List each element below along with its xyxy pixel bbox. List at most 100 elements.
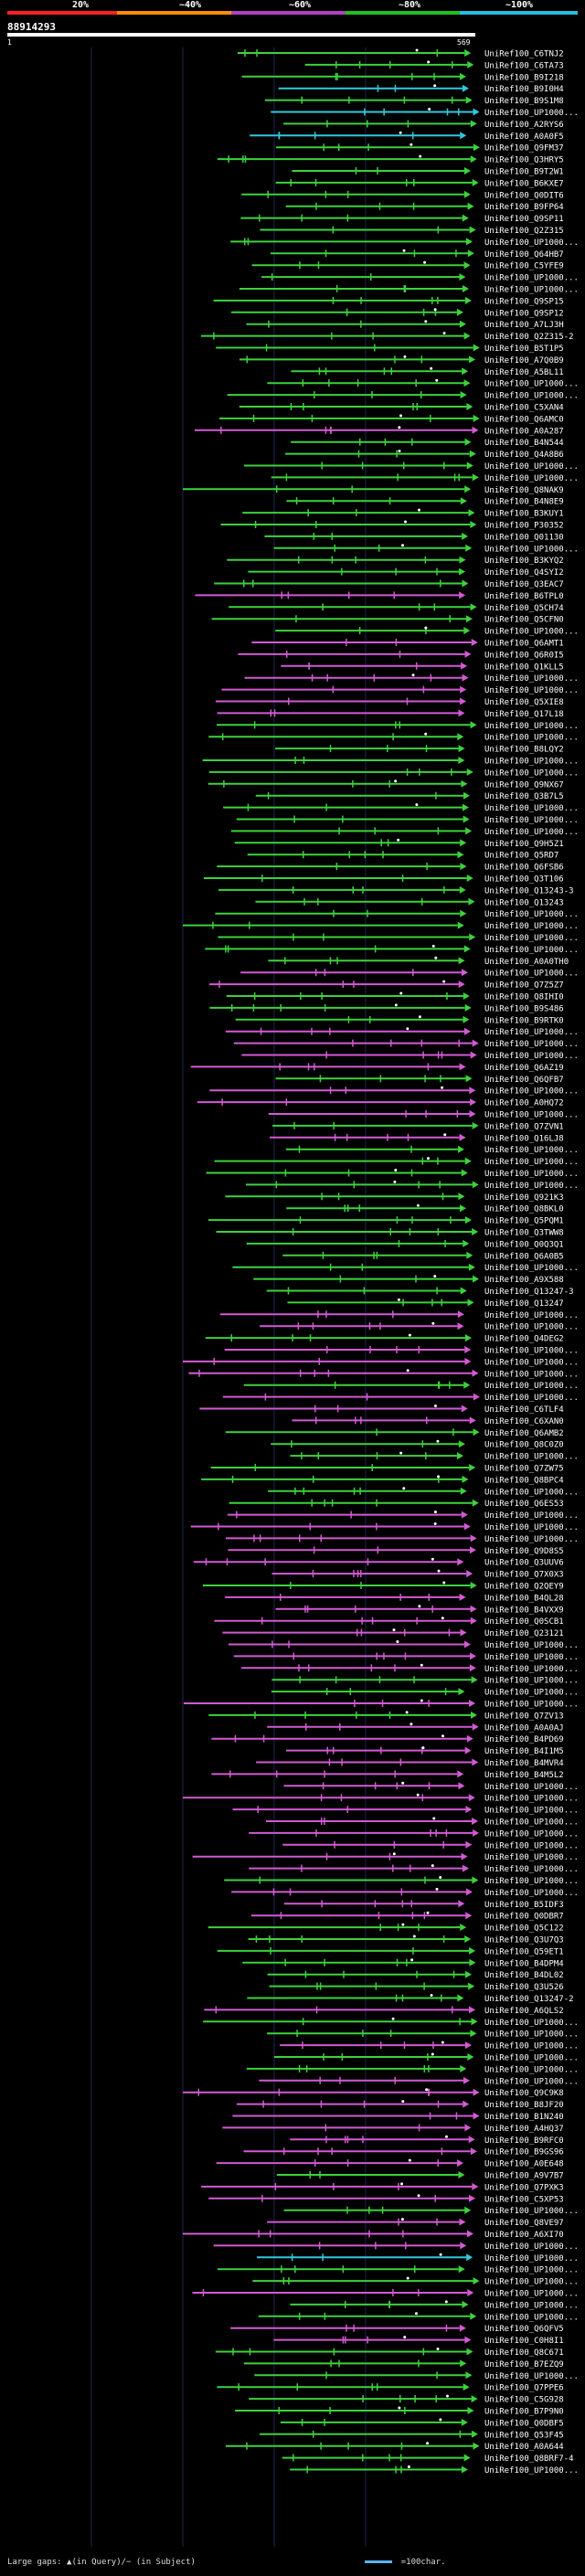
hit-label[interactable]: UniRef100_Q7PPE6 bbox=[484, 2384, 564, 2393]
hit-label[interactable]: UniRef100_UP1000... bbox=[484, 1394, 579, 1403]
hit-label[interactable]: UniRef100_UP1000... bbox=[484, 686, 579, 695]
hit-label[interactable]: UniRef100_UP1000... bbox=[484, 674, 579, 684]
hit-label[interactable]: UniRef100_B7EZQ9 bbox=[484, 2360, 564, 2369]
hit-label[interactable]: UniRef100_Q9SP12 bbox=[484, 309, 564, 318]
hit-label[interactable]: UniRef100_UP1000... bbox=[484, 1382, 579, 1391]
hit-label[interactable]: UniRef100_UP1000... bbox=[484, 2019, 579, 2028]
hit-label[interactable]: UniRef100_UP1000... bbox=[484, 1040, 579, 1049]
hit-label[interactable]: UniRef100_B9GS96 bbox=[484, 2148, 564, 2157]
hit-label[interactable]: UniRef100_B4N8E9 bbox=[484, 498, 564, 507]
hit-label[interactable]: UniRef100_B9S486 bbox=[484, 1004, 564, 1013]
hit-label[interactable]: UniRef100_B4QL28 bbox=[484, 1594, 564, 1603]
hit-label[interactable]: UniRef100_B9I218 bbox=[484, 73, 564, 82]
hit-label[interactable]: UniRef100_Q6ES53 bbox=[484, 1500, 564, 1509]
hit-label[interactable]: UniRef100_C5XAN4 bbox=[484, 404, 564, 413]
hit-label[interactable]: UniRef100_Q8BRF7-4 bbox=[484, 2454, 574, 2464]
hit-label[interactable]: UniRef100_Q6AMT1 bbox=[484, 640, 564, 649]
hit-label[interactable]: UniRef100_UP1000... bbox=[484, 1877, 579, 1886]
hit-label[interactable]: UniRef100_A0A644 bbox=[484, 2443, 564, 2452]
hit-label[interactable]: UniRef100_Q921K3 bbox=[484, 1193, 564, 1203]
hit-label[interactable]: UniRef100_UP1000... bbox=[484, 2242, 579, 2252]
hit-label[interactable]: UniRef100_B9RTK0 bbox=[484, 1016, 564, 1025]
hit-label[interactable]: UniRef100_UP1000... bbox=[484, 1783, 579, 1792]
hit-label[interactable]: UniRef100_Q13243 bbox=[484, 898, 564, 907]
hit-label[interactable]: UniRef100_UP1000... bbox=[484, 1170, 579, 1179]
hit-label[interactable]: UniRef100_Q8VE97 bbox=[484, 2219, 564, 2228]
hit-label[interactable]: UniRef100_A6QLS2 bbox=[484, 2007, 564, 2016]
hit-label[interactable]: UniRef100_UP1000... bbox=[484, 2301, 579, 2310]
hit-label[interactable]: UniRef100_UP1000... bbox=[484, 2065, 579, 2074]
hit-label[interactable]: UniRef100_Q6A0B5 bbox=[484, 1252, 564, 1261]
hit-label[interactable]: UniRef100_UP1000... bbox=[484, 462, 579, 472]
hit-label[interactable]: UniRef100_Q8C0Z0 bbox=[484, 1441, 564, 1450]
hit-label[interactable]: UniRef100_C6TA73 bbox=[484, 61, 564, 70]
hit-label[interactable]: UniRef100_UP1000... bbox=[484, 1807, 579, 1816]
hit-label[interactable]: UniRef100_Q3B7L5 bbox=[484, 792, 564, 801]
hit-label[interactable]: UniRef100_Q7ZW75 bbox=[484, 1465, 564, 1474]
hit-label[interactable]: UniRef100_Q7Z5Z7 bbox=[484, 981, 564, 991]
hit-label[interactable]: UniRef100_A7LJ3H bbox=[484, 321, 564, 330]
hit-label[interactable]: UniRef100_B4M5L2 bbox=[484, 1771, 564, 1780]
hit-label[interactable]: UniRef100_UP1000... bbox=[484, 1488, 579, 1497]
hit-label[interactable]: UniRef100_B3KYQ2 bbox=[484, 557, 564, 566]
hit-label[interactable]: UniRef100_UP1000... bbox=[484, 1853, 579, 1862]
hit-label[interactable]: UniRef100_Q6AMB2 bbox=[484, 1429, 564, 1438]
hit-label[interactable]: UniRef100_UP1000... bbox=[484, 1111, 579, 1120]
hit-label[interactable]: UniRef100_B4MVR4 bbox=[484, 1759, 564, 1768]
hit-label[interactable]: UniRef100_Q2Z315 bbox=[484, 227, 564, 236]
hit-label[interactable]: UniRef100_B9S1M8 bbox=[484, 97, 564, 106]
hit-label[interactable]: UniRef100_Q9SP11 bbox=[484, 215, 564, 224]
hit-label[interactable]: UniRef100_A0HQ72 bbox=[484, 1099, 564, 1108]
hit-label[interactable]: UniRef100_B9FP64 bbox=[484, 203, 564, 212]
hit-label[interactable]: UniRef100_Q3HRY5 bbox=[484, 156, 564, 165]
hit-label[interactable]: UniRef100_Q3U526 bbox=[484, 1983, 564, 1992]
hit-label[interactable]: UniRef100_Q8NAK9 bbox=[484, 486, 564, 495]
hit-label[interactable]: UniRef100_Q9FM37 bbox=[484, 144, 564, 154]
hit-label[interactable]: UniRef100_B4I1M5 bbox=[484, 1747, 564, 1756]
hit-label[interactable]: UniRef100_UP1000... bbox=[484, 2313, 579, 2322]
hit-label[interactable]: UniRef100_UP1000... bbox=[484, 545, 579, 554]
hit-label[interactable]: UniRef100_Q53F45 bbox=[484, 2431, 564, 2440]
hit-label[interactable]: UniRef100_B9I0H4 bbox=[484, 85, 564, 94]
hit-label[interactable]: UniRef100_UP1000... bbox=[484, 734, 579, 743]
hit-label[interactable]: UniRef100_B8JF20 bbox=[484, 2101, 564, 2110]
hit-label[interactable]: UniRef100_Q0DIT6 bbox=[484, 191, 564, 200]
hit-label[interactable]: UniRef100_Q6FSB6 bbox=[484, 864, 564, 873]
hit-label[interactable]: UniRef100_Q6QFV5 bbox=[484, 2325, 564, 2334]
hit-label[interactable]: UniRef100_UP1000... bbox=[484, 1829, 579, 1839]
hit-label[interactable]: UniRef100_A0E648 bbox=[484, 2160, 564, 2169]
hit-label[interactable]: UniRef100_UP1000... bbox=[484, 828, 579, 837]
hit-label[interactable]: UniRef100_UP1000... bbox=[484, 1701, 579, 1710]
hit-label[interactable]: UniRef100_UP1000... bbox=[484, 2254, 579, 2263]
hit-label[interactable]: UniRef100_UP1000... bbox=[484, 1677, 579, 1686]
hit-label[interactable]: UniRef100_Q8IHI0 bbox=[484, 993, 564, 1002]
hit-label[interactable]: UniRef100_Q6R0I5 bbox=[484, 651, 564, 660]
hit-label[interactable]: UniRef100_A4HQ37 bbox=[484, 2125, 564, 2134]
hit-label[interactable]: UniRef100_A0A0AJ bbox=[484, 1723, 564, 1733]
hit-label[interactable]: UniRef100_UP1000... bbox=[484, 1358, 579, 1367]
hit-label[interactable]: UniRef100_UP1000... bbox=[484, 1641, 579, 1650]
hit-label[interactable]: UniRef100_UP1000... bbox=[484, 628, 579, 637]
hit-label[interactable]: UniRef100_Q6AZ19 bbox=[484, 1064, 564, 1073]
hit-label[interactable]: UniRef100_B6KXE7 bbox=[484, 179, 564, 188]
hit-label[interactable]: UniRef100_Q9H5Z1 bbox=[484, 840, 564, 849]
hit-label[interactable]: UniRef100_UP1000... bbox=[484, 2077, 579, 2086]
hit-label[interactable]: UniRef100_A6XI70 bbox=[484, 2231, 564, 2240]
hit-label[interactable]: UniRef100_Q7X0X3 bbox=[484, 1571, 564, 1580]
hit-label[interactable]: UniRef100_Q2Z315-2 bbox=[484, 333, 574, 342]
hit-label[interactable]: UniRef100_UP1000... bbox=[484, 286, 579, 295]
hit-label[interactable]: UniRef100_UP1000... bbox=[484, 769, 579, 778]
hit-label[interactable]: UniRef100_B3KUY1 bbox=[484, 510, 564, 519]
hit-label[interactable]: UniRef100_A5BL11 bbox=[484, 368, 564, 377]
hit-label[interactable]: UniRef100_Q23121 bbox=[484, 1629, 564, 1638]
hit-label[interactable]: UniRef100_UP1000... bbox=[484, 910, 579, 919]
hit-label[interactable]: UniRef100_B4DL02 bbox=[484, 1971, 564, 1980]
hit-label[interactable]: UniRef100_UP1000... bbox=[484, 1865, 579, 1874]
hit-label[interactable]: UniRef100_B4VXX9 bbox=[484, 1606, 564, 1615]
hit-label[interactable]: UniRef100_Q7ZV13 bbox=[484, 1712, 564, 1721]
hit-label[interactable]: UniRef100_Q5XIE8 bbox=[484, 698, 564, 707]
hit-label[interactable]: UniRef100_Q6AMC0 bbox=[484, 415, 564, 424]
hit-label[interactable]: UniRef100_B9T2W1 bbox=[484, 168, 564, 177]
hit-label[interactable]: UniRef100_UP1000... bbox=[484, 722, 579, 731]
hit-label[interactable]: UniRef100_UP1000... bbox=[484, 922, 579, 931]
